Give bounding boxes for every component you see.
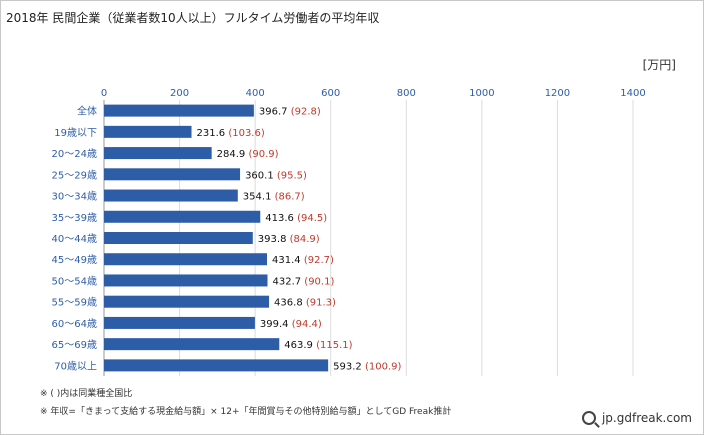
ratio-label: (115.1)	[316, 340, 353, 351]
category-label: 30〜34歳	[52, 191, 97, 203]
value-label: 231.6 (103.6)	[197, 128, 265, 139]
value-number: 393.8	[258, 234, 290, 245]
value-number: 413.6	[265, 213, 297, 224]
category-label: 45〜49歳	[52, 254, 97, 266]
category-label: 20〜24歳	[52, 148, 97, 160]
value-label: 413.6 (94.5)	[265, 213, 327, 224]
ratio-label: (100.9)	[365, 361, 402, 372]
credit-text: jp.gdfreak.com	[601, 411, 692, 425]
value-label: 396.7 (92.8)	[259, 107, 321, 118]
category-label: 19歳以下	[54, 127, 97, 139]
chart-title: 2018年 民間企業（従業者数10人以上）フルタイム労働者の平均年収	[6, 11, 380, 25]
value-number: 431.4	[272, 255, 304, 266]
x-tick-label: 1400	[620, 88, 645, 99]
magnifier-icon	[581, 411, 596, 425]
bar	[104, 274, 268, 287]
category-label: 40〜44歳	[52, 233, 97, 245]
value-label: 463.9 (115.1)	[284, 340, 352, 351]
x-tick-label: 1000	[469, 88, 494, 99]
ratio-label: (90.1)	[304, 276, 334, 287]
bar	[104, 104, 254, 117]
bar	[104, 232, 253, 244]
category-label: 全体	[77, 105, 97, 118]
ratio-label: (84.9)	[290, 234, 320, 245]
bar	[104, 316, 255, 329]
x-tick-label: 1200	[545, 88, 570, 99]
value-number: 593.2	[333, 361, 365, 372]
bar	[104, 253, 268, 266]
value-number: 463.9	[284, 340, 316, 351]
bar	[104, 189, 238, 202]
category-label: 65〜69歳	[52, 339, 97, 351]
category-label: 70歳以上	[54, 360, 97, 372]
value-label: 432.7 (90.1)	[272, 276, 334, 287]
value-number: 436.8	[274, 298, 306, 309]
bar	[104, 147, 212, 160]
value-number: 231.6	[197, 128, 229, 139]
ratio-label: (92.7)	[304, 255, 334, 266]
value-label: 431.4 (92.7)	[272, 255, 334, 266]
site-credit: jp.gdfreak.com	[581, 411, 692, 425]
bar	[104, 338, 280, 351]
category-label: 25〜29歳	[52, 169, 97, 181]
value-label: 399.4 (94.4)	[260, 319, 322, 330]
x-tick-label: 200	[170, 88, 189, 99]
category-label: 50〜54歳	[52, 275, 97, 287]
x-tick-label: 0	[101, 88, 107, 99]
x-tick-label: 400	[246, 88, 265, 99]
bar	[104, 168, 241, 181]
category-label: 55〜59歳	[52, 297, 97, 309]
value-label: 436.8 (91.3)	[274, 298, 336, 309]
category-label: 60〜64歳	[52, 318, 97, 330]
bar	[104, 295, 270, 308]
bar	[104, 359, 329, 372]
bar	[104, 210, 261, 223]
ratio-label: (94.4)	[292, 319, 322, 330]
unit-label: [万円]	[642, 58, 676, 72]
note-ratio: ※ ( )内は同業種全国比	[40, 389, 133, 399]
ratio-label: (91.3)	[306, 298, 336, 309]
ratio-label: (95.5)	[277, 170, 307, 181]
ratio-label: (103.6)	[228, 128, 265, 139]
note-method: ※ 年収=「きまって支給する現金給与額」× 12+「年間賞与その他特別給与額」と…	[40, 407, 452, 417]
value-label: 593.2 (100.9)	[333, 361, 401, 372]
value-number: 399.4	[260, 319, 292, 330]
value-label: 284.9 (90.9)	[217, 149, 279, 160]
value-label: 354.1 (86.7)	[243, 192, 305, 203]
ratio-label: (90.9)	[248, 149, 278, 160]
category-label: 35〜39歳	[52, 212, 97, 224]
value-number: 354.1	[243, 192, 275, 203]
value-number: 284.9	[217, 149, 249, 160]
bar	[104, 125, 192, 138]
x-tick-label: 800	[397, 88, 416, 99]
value-number: 396.7	[259, 107, 291, 118]
ratio-label: (92.8)	[291, 107, 321, 118]
x-tick-label: 600	[321, 88, 340, 99]
value-label: 393.8 (84.9)	[258, 234, 320, 245]
value-label: 360.1 (95.5)	[245, 170, 307, 181]
value-number: 432.7	[272, 276, 304, 287]
ratio-label: (94.5)	[297, 213, 327, 224]
value-number: 360.1	[245, 170, 277, 181]
ratio-label: (86.7)	[275, 192, 305, 203]
